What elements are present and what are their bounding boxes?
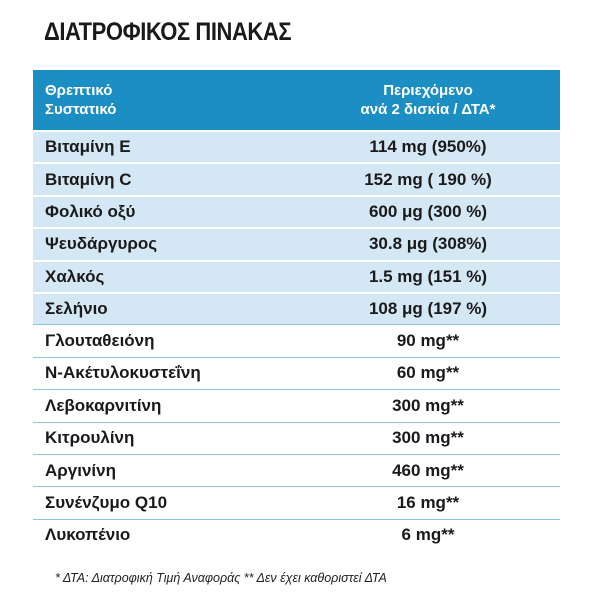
title: ΔΙΑΤΡΟΦΙΚΟΣ ΠΙΝΑΚΑΣ: [44, 18, 292, 46]
column-header: Θρεπτικό Συστατικό: [33, 70, 296, 131]
table-row: Βιταμίνη C 152 mg ( 190 %): [33, 162, 560, 196]
column-header: Περιεχόμενο ανά 2 δισκία / ΔΤΑ*: [296, 70, 560, 131]
nutrient-cell: Ψευδάργυρος: [33, 227, 296, 261]
table-row: Λυκοπένιο 6 mg**: [33, 518, 560, 552]
content-cell: 300 mg**: [296, 421, 560, 455]
nutrient-cell: Βιταμίνη C: [33, 162, 296, 196]
table-row: Αργινίνη 460 mg**: [33, 453, 560, 487]
content-cell: 30.8 μg (308%): [296, 227, 560, 261]
table-row: Βιταμίνη Ε 114 mg (950%): [33, 129, 560, 164]
nutrient-cell: Γλουταθειόνη: [33, 324, 296, 358]
table-row: Χαλκός 1.5 mg (151 %): [33, 259, 560, 293]
table-row: Γλουταθειόνη 90 mg**: [33, 324, 560, 358]
table-row: Ψευδάργυρος 30.8 μg (308%): [33, 227, 560, 261]
content-cell: 1.5 mg (151 %): [296, 259, 560, 293]
content-cell: 90 mg**: [296, 324, 560, 358]
table-row: Συνένζυμο Q10 16 mg**: [33, 486, 560, 520]
header-row: Θρεπτικό Συστατικό Περιεχόμενο ανά 2 δισκ…: [33, 70, 560, 131]
nutrient-cell: Βιταμίνη Ε: [33, 129, 296, 164]
content-cell: 114 mg (950%): [296, 129, 560, 164]
nutrient-cell: Λυκοπένιο: [33, 518, 296, 552]
table-row: Φολικό οξύ 600 μg (300 %): [33, 194, 560, 229]
content-cell: 300 mg**: [296, 389, 560, 423]
table-row: Ν-Ακέτυλοκυστεΐνη 60 mg**: [33, 356, 560, 390]
nutrient-cell: Ν-Ακέτυλοκυστεΐνη: [33, 356, 296, 390]
content-cell: 6 mg**: [296, 518, 560, 552]
nutrient-cell: Λεβοκαρνιτίνη: [33, 389, 296, 423]
content-cell: 16 mg**: [296, 486, 560, 520]
nutrient-cell: Σελήνιο: [33, 291, 296, 325]
table-row: Λεβοκαρνιτίνη 300 mg**: [33, 389, 560, 423]
table-body: Βιταμίνη Ε 114 mg (950%) Βιταμίνη C 152 mg …: [33, 129, 560, 552]
table-row: Κιτρουλίνη 300 mg**: [33, 421, 560, 455]
content-cell: 108 μg (197 %): [296, 291, 560, 325]
content-cell: 152 mg ( 190 %): [296, 162, 560, 196]
nutrient-cell: Αργινίνη: [33, 453, 296, 487]
nutrient-cell: Κιτρουλίνη: [33, 421, 296, 455]
content-cell: 60 mg**: [296, 356, 560, 390]
content-cell: 460 mg**: [296, 453, 560, 487]
content-cell: 600 μg (300 %): [296, 194, 560, 229]
nutrient-cell: Συνένζυμο Q10: [33, 486, 296, 520]
nutrient-cell: Φολικό οξύ: [33, 194, 296, 229]
nutrient-cell: Χαλκός: [33, 259, 296, 293]
table-row: Σελήνιο 108 μg (197 %): [33, 291, 560, 325]
nutrition-table: Θρεπτικό Συστατικό Περιεχόμενο ανά 2 δισκ…: [33, 70, 560, 552]
footnote: * ΔΤΑ: Διατροφική Τιμή Αναφοράς ** Δεν έ…: [55, 571, 387, 585]
